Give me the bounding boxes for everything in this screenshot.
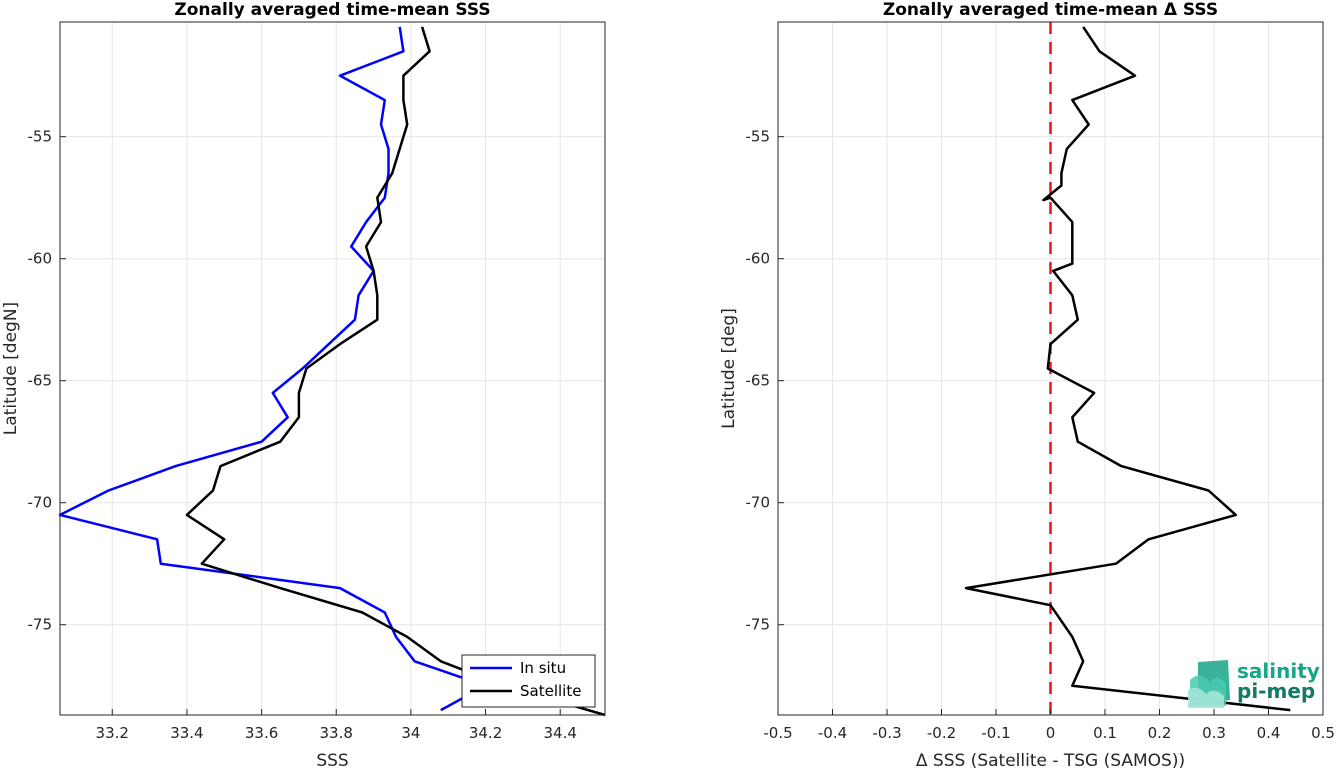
left-y-tick-label: -65 xyxy=(28,372,53,390)
right-y-tick-label: -60 xyxy=(746,250,771,268)
right-y-tick-label: -70 xyxy=(746,494,771,512)
left-x-axis-label: SSS xyxy=(316,751,348,769)
right-chart: -0.5 -0.4 -0.3 -0.2 -0.1 0 0.1 0.2 0.3 0.4 0.5 -55 -… xyxy=(719,0,1335,769)
right-x-tick-label: 0.1 xyxy=(1093,724,1117,742)
right-y-tick-label: -55 xyxy=(746,128,771,146)
logo-text-line1: salinity xyxy=(1237,659,1320,683)
left-x-tick-label: 34.2 xyxy=(469,724,502,742)
left-y-tick-label: -55 xyxy=(28,128,53,146)
wave-logo-icon xyxy=(1188,660,1230,708)
right-x-axis-label: Δ SSS (Satellite - TSG (SAMOS)) xyxy=(916,751,1185,769)
left-x-tick-label: 33.4 xyxy=(170,724,203,742)
logo-text-line2: pi-mep xyxy=(1237,679,1315,703)
left-plot-area xyxy=(60,22,605,715)
left-chart-title: Zonally averaged time-mean SSS xyxy=(174,0,490,20)
left-x-tick-label: 33.2 xyxy=(96,724,129,742)
left-y-tick-label: -75 xyxy=(28,616,53,634)
legend-label-in-situ: In situ xyxy=(520,659,566,677)
left-grid xyxy=(60,22,605,715)
left-y-tick-label: -70 xyxy=(28,494,53,512)
left-x-tick-label: 34.4 xyxy=(544,724,577,742)
right-x-tick-label: 0.5 xyxy=(1311,724,1335,742)
salinity-pi-mep-logo: salinity pi-mep xyxy=(1188,659,1320,708)
right-grid xyxy=(777,22,1324,715)
right-series-group xyxy=(964,26,1291,712)
right-x-tick-label: 0.2 xyxy=(1148,724,1172,742)
right-x-tick-label: 0.4 xyxy=(1257,724,1281,742)
right-x-tick-label: -0.4 xyxy=(818,724,847,742)
legend: In situ Satellite xyxy=(461,654,596,708)
right-y-axis-label: Latitude [deg] xyxy=(719,308,739,429)
left-chart: 33.2 33.4 33.6 33.8 34 34.2 34.4 -55 -60 -65 -70 -7… xyxy=(1,0,606,769)
right-x-tick-label: -0.3 xyxy=(872,724,901,742)
right-y-tick-label: -65 xyxy=(746,372,771,390)
right-x-tick-label: -0.1 xyxy=(981,724,1010,742)
left-y-tick-label: -60 xyxy=(28,250,53,268)
left-series-group xyxy=(58,26,606,717)
right-x-tick-label: -0.2 xyxy=(927,724,956,742)
left-y-axis-label: Latitude [degN] xyxy=(1,302,21,435)
right-series-line-delta xyxy=(964,26,1291,712)
left-series-line-in-situ xyxy=(58,26,487,712)
right-x-tick-label: -0.5 xyxy=(763,724,792,742)
right-chart-title: Zonally averaged time-mean Δ SSS xyxy=(883,0,1218,20)
left-ticks: 33.2 33.4 33.6 33.8 34 34.2 34.4 -55 -60 -65 -70 -7… xyxy=(28,128,577,742)
right-x-tick-label: 0 xyxy=(1046,724,1056,742)
right-y-tick-label: -75 xyxy=(746,616,771,634)
legend-box xyxy=(461,654,596,708)
left-x-tick-label: 33.8 xyxy=(320,724,353,742)
legend-label-satellite: Satellite xyxy=(520,682,581,700)
left-series-line-satellite xyxy=(185,26,606,717)
left-x-tick-label: 34 xyxy=(401,724,420,742)
left-x-tick-label: 33.6 xyxy=(245,724,278,742)
left-plot-frame xyxy=(59,21,606,716)
right-x-tick-label: 0.3 xyxy=(1202,724,1226,742)
right-ticks: -0.5 -0.4 -0.3 -0.2 -0.1 0 0.1 0.2 0.3 0.4 0.5 -55 -… xyxy=(746,128,1335,742)
